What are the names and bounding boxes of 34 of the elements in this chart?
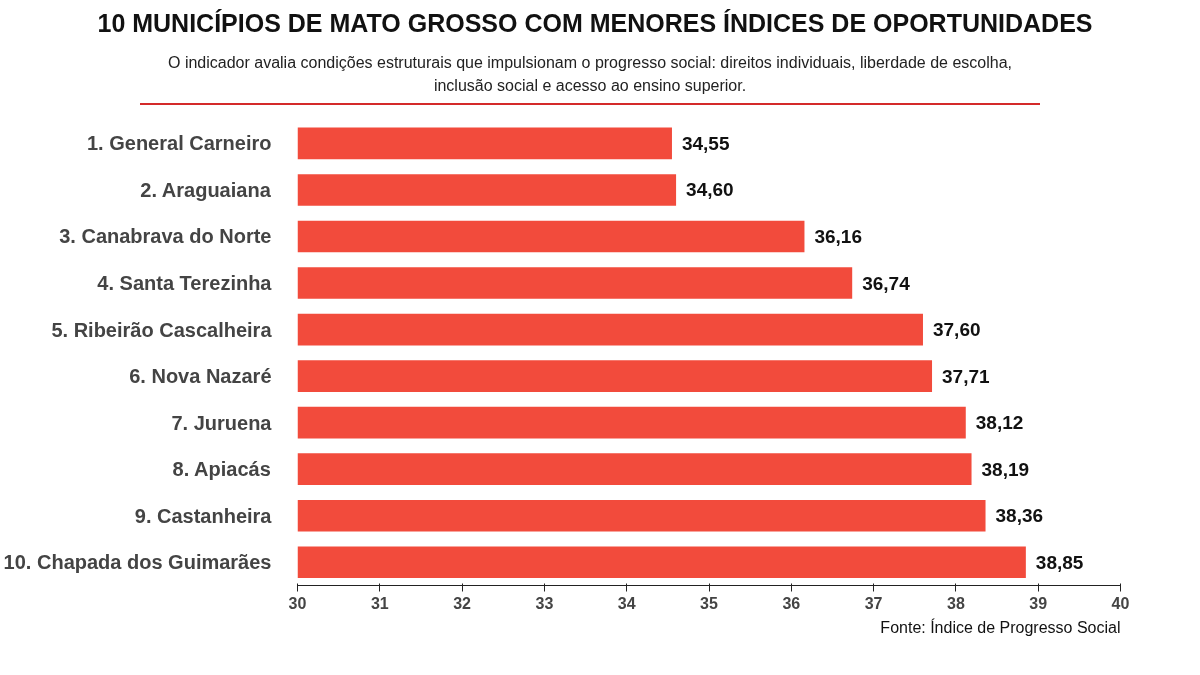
y-tick-label: 2. Araguaiana — [140, 179, 272, 202]
x-tick-label: 40 — [1111, 594, 1130, 612]
y-tick-label: 7. Juruena — [171, 412, 273, 435]
data-label: 38,12 — [975, 412, 1024, 434]
y-tick-label: 10. Chapada dos Guimarães — [3, 551, 272, 574]
y-tick-label: 1. General Carneiro — [86, 132, 272, 155]
chart-subtitle: O indicador avalia condições estruturais que impulsionam o progresso social: direitos individuais, liberdade de escolha, inclusão social e acesso ao ensino superior. — [167, 52, 1013, 96]
y-tick-label: 3. Canabrava do Norte — [59, 225, 272, 248]
x-tick-label: 39 — [1029, 594, 1048, 612]
chart-title: 10 MUNICÍPIOS DE MATO GROSSO COM MENORES ÍNDICES DE OPORTUNIDADES — [97, 8, 1093, 39]
data-label: 37,71 — [942, 365, 991, 387]
y-tick-label: 4. Santa Terezinha — [97, 272, 273, 295]
source-note: Fonte: Índice de Progresso Social — [880, 617, 1121, 636]
x-tick-label: 30 — [288, 594, 307, 612]
x-tick-label: 35 — [700, 594, 718, 612]
data-label: 38,36 — [995, 505, 1044, 527]
data-label: 34,60 — [686, 179, 734, 201]
data-label: 37,60 — [932, 319, 981, 341]
y-tick-label: 6. Nova Nazaré — [129, 365, 272, 388]
x-tick-label: 33 — [535, 594, 554, 612]
x-tick-label: 31 — [370, 594, 389, 612]
x-tick-label: 36 — [782, 594, 801, 612]
data-label: 38,19 — [981, 459, 1030, 481]
x-tick-label: 38 — [947, 594, 965, 612]
data-label: 36,74 — [862, 272, 911, 294]
x-tick-label: 37 — [864, 594, 883, 612]
data-label: 36,16 — [814, 226, 863, 248]
y-tick-label: 5. Ribeirão Cascalheira — [51, 318, 273, 341]
x-tick-label: 32 — [453, 594, 472, 612]
data-label: 34,55 — [681, 133, 730, 155]
y-tick-label: 9. Castanheira — [134, 505, 273, 528]
data-label: 38,85 — [1035, 552, 1084, 574]
x-tick-label: 34 — [617, 594, 636, 612]
y-tick-label: 8. Apiacás — [172, 458, 271, 481]
